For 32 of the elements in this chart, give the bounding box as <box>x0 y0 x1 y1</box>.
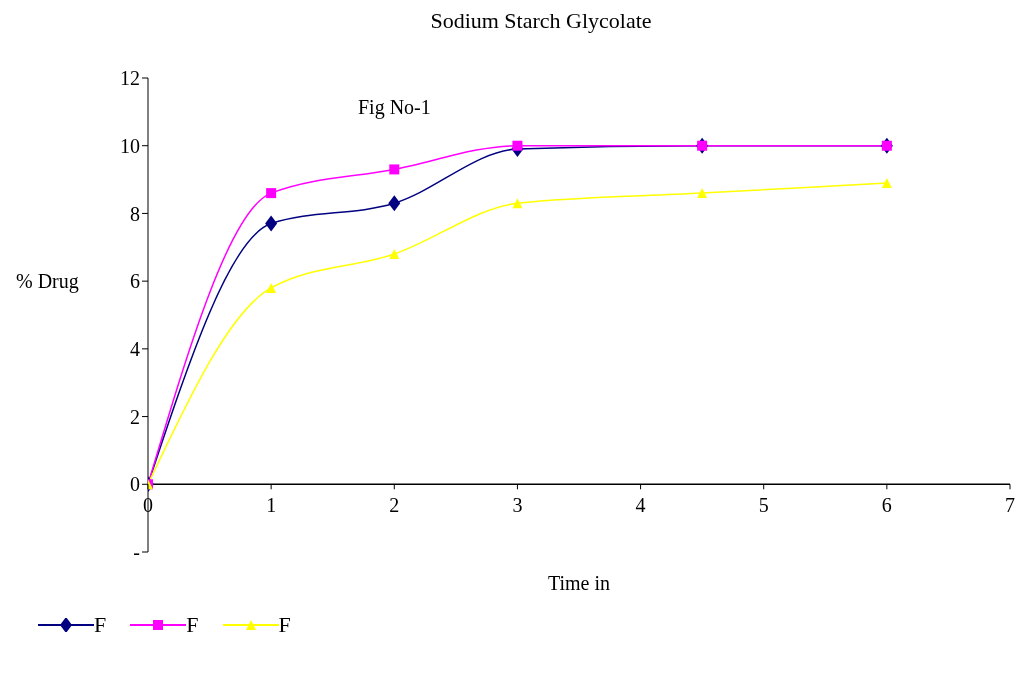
y-tick-label: 12 <box>120 67 140 90</box>
y-tick-label: 0 <box>130 473 140 496</box>
y-axis-title: % Drug <box>16 270 79 293</box>
legend-label: F <box>278 612 291 638</box>
point <box>881 177 892 188</box>
x-tick-label: 7 <box>1005 494 1015 517</box>
y-tick-label: 2 <box>130 405 140 428</box>
x-tick-label: 2 <box>389 494 400 517</box>
legend-label: F <box>94 612 107 638</box>
point <box>512 198 523 209</box>
point <box>389 164 400 175</box>
point <box>388 195 401 212</box>
point <box>389 249 400 260</box>
y-tick-label: 6 <box>130 270 140 293</box>
x-tick-label: 3 <box>512 494 523 517</box>
x-axis-title: Time in <box>547 572 611 594</box>
x-tick-label: 4 <box>635 494 646 517</box>
y-tick-label: 10 <box>120 134 140 157</box>
annotation: Fig No-1 <box>358 96 431 119</box>
chart-title: Sodium Starch Glycolate <box>429 8 653 35</box>
legend-label: F <box>186 612 199 638</box>
y-tick-label: 8 <box>130 202 140 225</box>
y-tick-label: 4 <box>130 337 140 360</box>
x-tick-label: 6 <box>881 494 892 517</box>
point <box>266 282 277 293</box>
point <box>266 188 277 199</box>
x-tick-label: 5 <box>758 494 769 517</box>
point <box>697 188 708 199</box>
y-tick-label: - <box>133 541 140 564</box>
point <box>512 140 523 151</box>
x-tick-label: 1 <box>266 494 277 517</box>
point <box>265 215 278 232</box>
